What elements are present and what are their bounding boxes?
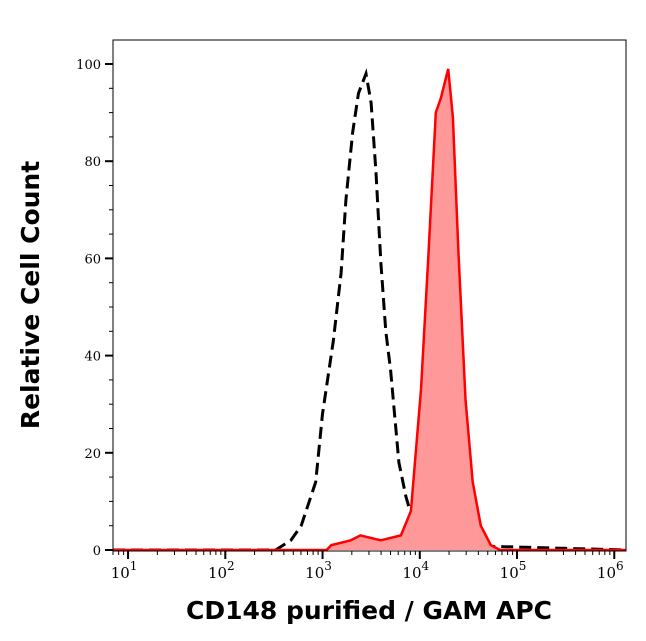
plot-frame	[112, 39, 627, 552]
plot-area: 0 20 40 60 80 100 101 102 103 104 105 106	[76, 39, 627, 582]
series-line-control	[113, 68, 627, 552]
series-fill	[113, 68, 626, 551]
y-tick-label: 60	[84, 252, 101, 267]
x-tick-label: 103	[305, 559, 332, 582]
x-tick-label: 101	[111, 559, 138, 582]
y-tick-label: 100	[76, 58, 101, 73]
series-line-sample	[113, 68, 626, 552]
y-tick-label: 40	[84, 350, 101, 365]
y-tick-label: 20	[84, 447, 101, 462]
y-tick-label: 0	[93, 544, 101, 559]
y-axis-label: Relative Cell Count	[16, 161, 45, 429]
x-tick-label: 105	[500, 559, 527, 582]
x-tick-label: 104	[402, 559, 429, 582]
x-tick-label: 102	[208, 559, 235, 582]
x-tick-label: 106	[597, 559, 624, 582]
x-axis-label: CD148 purified / GAM APC	[186, 596, 552, 625]
y-tick-label: 80	[84, 155, 101, 170]
